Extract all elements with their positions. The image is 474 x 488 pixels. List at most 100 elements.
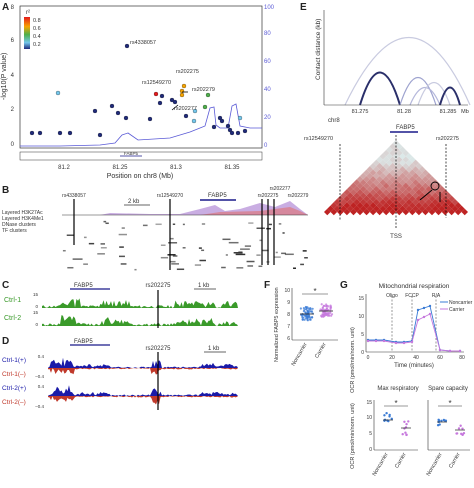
g-inj-2: R/A [432, 293, 441, 299]
panel-a-plot: 0 2 4 6 8 0 20 40 60 80 100 -log10(P val… [1, 5, 275, 180]
f-point [327, 305, 330, 308]
a-xtick-0: 81.2 [58, 165, 70, 171]
f-point [309, 318, 312, 321]
g-sub-ytick-2: 5 [369, 431, 372, 437]
b-snp-4: rs202275 [258, 193, 279, 199]
d-plus-signal [48, 385, 238, 396]
g-title: Mitochondrial respiration [379, 283, 450, 290]
g-ytick-2: 5 [361, 332, 364, 338]
f-point [323, 304, 326, 307]
panel-e: E Contact distance (kb) chr8 81.275 81.2… [300, 0, 474, 250]
g-ytick-3: 0 [361, 350, 364, 356]
b-cluster-block [293, 267, 296, 269]
f-point [309, 316, 312, 319]
b-cluster-block [170, 237, 174, 240]
g-ocr-point [438, 348, 442, 352]
b-track-2: DNase clusters [2, 222, 36, 228]
d-snp: rs202275 [145, 346, 171, 352]
c-ytick-2: 15 [33, 310, 39, 315]
b-gene: FABP5 [208, 193, 227, 199]
g-sub-points [383, 411, 466, 437]
b-h3k4me1-signal [62, 207, 308, 215]
g-ocr-point [410, 340, 414, 344]
g-sub-point [387, 419, 390, 423]
c-scale: 1 kb [198, 283, 210, 289]
b-track-3: TF clusters [2, 228, 27, 234]
panel-c-label: C [2, 280, 10, 291]
g-sub-cat-0: Noncarrier [372, 452, 390, 477]
b-cluster-block [282, 232, 285, 234]
a-xtick-2: 81.3 [170, 165, 182, 171]
e-gene: FABP5 [396, 125, 415, 131]
g-ocr-point [422, 306, 426, 310]
b-cluster-block [167, 254, 176, 256]
g-sub-sig-0: * [394, 399, 397, 408]
g-ocr-point [422, 315, 426, 319]
g-ocr-lines [366, 304, 462, 353]
a-snp-point [172, 99, 178, 105]
g-xtick-4: 80 [459, 355, 465, 361]
f-point [302, 306, 306, 310]
b-cluster-block [233, 252, 243, 254]
b-cluster-block [121, 227, 125, 229]
g-sub-point [436, 424, 440, 427]
b-track-1: Layered H3K4Me1 [2, 216, 44, 222]
a-xtick-1: 81.25 [112, 165, 128, 171]
b-cluster-block [236, 267, 244, 269]
f-point [302, 316, 305, 319]
g-inj-1: FCCP [405, 293, 419, 299]
b-snp-1: rs12549270 [157, 193, 184, 199]
d-track-0: Ctrl-1(+) [2, 357, 26, 364]
f-cat-0: Noncarrier [291, 342, 309, 367]
e-xtick-0: 81.275 [352, 109, 369, 115]
b-cluster-block [88, 242, 95, 245]
e-chrom: chr8 [328, 118, 340, 124]
b-cluster-block [228, 241, 239, 244]
panel-e-label: E [300, 2, 307, 13]
b-cluster-block [222, 238, 231, 241]
g-sub-cat-2: Noncarrier [426, 452, 444, 477]
a-xlabel: Position on chr8 (Mb) [107, 173, 174, 180]
f-ytick-2: 8 [287, 312, 290, 318]
b-cluster-block [201, 249, 205, 252]
g-sub-cat-3: Carrier [448, 452, 462, 470]
e-hic-cell [392, 179, 400, 186]
b-cluster-block [66, 234, 74, 236]
g-ocr-point [428, 312, 432, 316]
f-point [303, 308, 306, 311]
g-ocr-point [374, 339, 378, 343]
a-snp-point [205, 92, 211, 98]
b-scale: 2 kb [128, 199, 140, 205]
a-snp-label-4: rs202277 [174, 106, 197, 112]
e-ylabel: Contact distance (kb) [315, 19, 322, 80]
b-cluster-block [256, 254, 261, 256]
g-sub-point [385, 411, 388, 415]
e-hic-cell [350, 208, 357, 216]
d-ytick-0: 0.4 [38, 354, 45, 359]
b-cluster-block [155, 223, 162, 226]
b-cluster-block [67, 266, 74, 269]
f-point [304, 311, 307, 315]
a-snp-point [237, 115, 243, 121]
c-ytick-3: 0 [35, 322, 38, 327]
g-ocr-point [402, 341, 406, 345]
e-hic-cell [356, 182, 364, 190]
f-point [305, 313, 308, 317]
e-hic-cell [392, 166, 400, 173]
e-hic-cell [356, 202, 364, 209]
a-snp-point [29, 130, 35, 136]
a-snp-point [37, 130, 43, 136]
e-hic-cell [392, 159, 400, 167]
e-hic-cell [428, 195, 436, 203]
d-scale: 1 kb [208, 346, 220, 352]
b-cluster-block [258, 265, 263, 268]
b-cluster-block [278, 223, 282, 225]
c-ytick-1: 0 [35, 304, 38, 309]
g-ocr-point [416, 318, 420, 322]
panel-e-plot: Contact distance (kb) chr8 81.275 81.28 … [304, 10, 471, 240]
f-point [320, 303, 323, 306]
f-point [326, 312, 329, 315]
a-ytick-2: 4 [11, 73, 15, 79]
b-cluster-block [120, 263, 127, 265]
a-snp-point [211, 124, 217, 130]
